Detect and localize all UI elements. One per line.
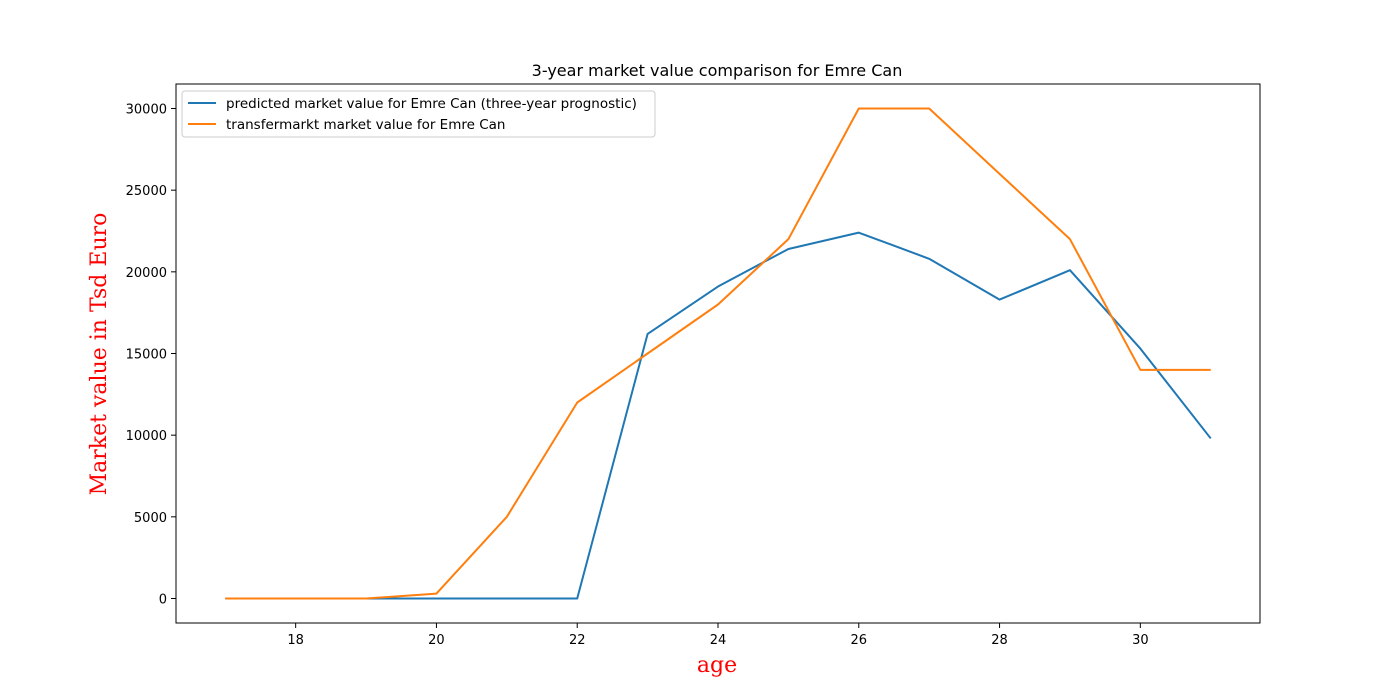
legend-label-2: transfermarkt market value for Emre Can <box>226 117 505 133</box>
x-tick-label: 26 <box>851 633 868 648</box>
y-tick-label: 10000 <box>126 429 167 444</box>
y-tick-label: 15000 <box>126 348 167 363</box>
series-line-1 <box>225 231 1212 600</box>
x-tick-label: 18 <box>287 633 304 648</box>
x-tick-label: 22 <box>569 633 586 648</box>
series-line-2 <box>225 107 1211 600</box>
chart-title: 3-year market value comparison for Emre … <box>532 61 903 80</box>
x-tick-label: 24 <box>710 633 727 648</box>
y-tick-label: 0 <box>159 593 167 608</box>
x-tick-label: 20 <box>428 633 445 648</box>
y-axis-label: Market value in Tsd Euro <box>87 213 112 496</box>
plot-area: 18 20 22 24 26 28 30 0 5000 10000 15000 20000 25000 3… <box>126 83 1261 648</box>
legend-label-1: predicted market value for Emre Can (thr… <box>226 96 637 112</box>
legend: predicted market value for Emre Can (thr… <box>181 90 656 138</box>
y-tick-label: 30000 <box>126 103 167 118</box>
x-axis-label: age <box>697 653 737 678</box>
y-tick-label: 25000 <box>126 184 167 199</box>
legend-box <box>181 90 656 138</box>
x-tick-label: 28 <box>991 633 1008 648</box>
y-tick-label: 20000 <box>126 266 167 281</box>
x-tick-label: 30 <box>1132 633 1149 648</box>
y-tick-label: 5000 <box>134 511 167 526</box>
